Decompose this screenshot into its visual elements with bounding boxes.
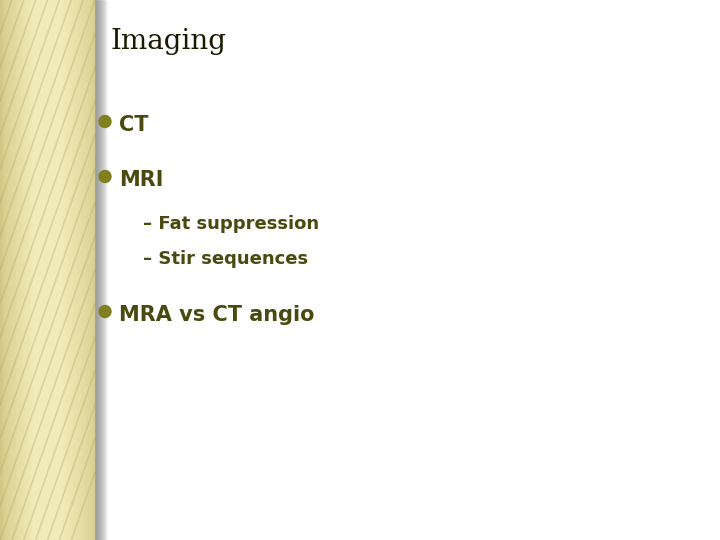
Bar xyxy=(71,0,73,540)
Bar xyxy=(42,0,45,540)
Bar xyxy=(38,0,40,540)
Bar xyxy=(54,0,55,540)
Bar xyxy=(66,0,68,540)
Bar xyxy=(95,0,96,540)
Bar xyxy=(40,0,41,540)
Text: – Fat suppression: – Fat suppression xyxy=(143,215,319,233)
Bar xyxy=(89,0,90,540)
Bar xyxy=(63,0,65,540)
Text: – Stir sequences: – Stir sequences xyxy=(143,250,308,268)
Circle shape xyxy=(99,171,111,183)
Bar xyxy=(50,0,53,540)
Text: Imaging: Imaging xyxy=(110,28,226,55)
Bar xyxy=(84,0,86,540)
Bar xyxy=(14,0,16,540)
Bar xyxy=(92,0,94,540)
Bar xyxy=(0,0,1,540)
Bar xyxy=(16,0,17,540)
Bar xyxy=(22,0,24,540)
Bar xyxy=(58,0,60,540)
Bar xyxy=(78,0,79,540)
Text: MRA vs CT angio: MRA vs CT angio xyxy=(119,305,315,325)
Bar xyxy=(8,0,9,540)
Bar xyxy=(98,0,99,540)
Text: CT: CT xyxy=(119,115,148,135)
Bar xyxy=(1,0,3,540)
Bar xyxy=(48,0,49,540)
Bar xyxy=(49,0,50,540)
Bar xyxy=(106,0,107,540)
Bar xyxy=(79,0,81,540)
Bar xyxy=(102,0,103,540)
Bar xyxy=(70,0,71,540)
Bar xyxy=(99,0,100,540)
Bar xyxy=(90,0,92,540)
Bar xyxy=(53,0,54,540)
Bar xyxy=(35,0,37,540)
Bar xyxy=(45,0,46,540)
Bar xyxy=(103,0,104,540)
Bar xyxy=(21,0,22,540)
Bar xyxy=(57,0,58,540)
Bar xyxy=(81,0,82,540)
Bar xyxy=(5,0,6,540)
Bar xyxy=(101,0,102,540)
Bar xyxy=(37,0,38,540)
Bar xyxy=(32,0,33,540)
Bar xyxy=(11,0,13,540)
Bar xyxy=(19,0,21,540)
Bar xyxy=(68,0,70,540)
Bar xyxy=(73,0,74,540)
Bar xyxy=(86,0,87,540)
Bar xyxy=(97,0,98,540)
Bar xyxy=(62,0,63,540)
Bar xyxy=(65,0,66,540)
Bar xyxy=(105,0,106,540)
Bar xyxy=(104,0,105,540)
Circle shape xyxy=(99,306,111,318)
Bar xyxy=(6,0,8,540)
Bar xyxy=(3,0,5,540)
Bar xyxy=(82,0,84,540)
Bar xyxy=(30,0,32,540)
Bar xyxy=(9,0,11,540)
Bar xyxy=(74,0,76,540)
Bar xyxy=(94,0,95,540)
Bar xyxy=(41,0,42,540)
Bar xyxy=(87,0,89,540)
Circle shape xyxy=(99,116,111,127)
Bar xyxy=(17,0,19,540)
Bar xyxy=(96,0,97,540)
Bar xyxy=(13,0,14,540)
Bar xyxy=(33,0,35,540)
Bar xyxy=(76,0,78,540)
Bar xyxy=(25,0,27,540)
Bar xyxy=(60,0,62,540)
Bar xyxy=(46,0,48,540)
Bar xyxy=(100,0,101,540)
Bar xyxy=(29,0,30,540)
Bar xyxy=(27,0,29,540)
Text: MRI: MRI xyxy=(119,170,163,190)
Bar xyxy=(55,0,57,540)
Bar xyxy=(24,0,25,540)
